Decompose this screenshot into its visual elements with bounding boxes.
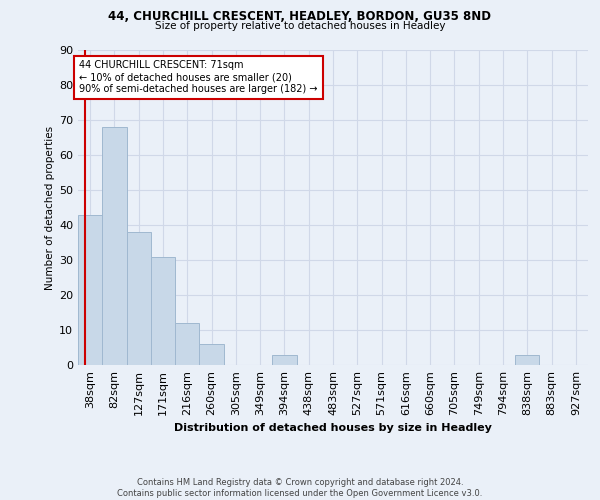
Bar <box>515 354 539 365</box>
Text: 44, CHURCHILL CRESCENT, HEADLEY, BORDON, GU35 8ND: 44, CHURCHILL CRESCENT, HEADLEY, BORDON,… <box>109 10 491 23</box>
Bar <box>127 232 151 365</box>
X-axis label: Distribution of detached houses by size in Headley: Distribution of detached houses by size … <box>174 424 492 434</box>
Y-axis label: Number of detached properties: Number of detached properties <box>45 126 55 290</box>
Bar <box>272 354 296 365</box>
Bar <box>175 323 199 365</box>
Bar <box>102 127 127 365</box>
Bar <box>78 214 102 365</box>
Text: Size of property relative to detached houses in Headley: Size of property relative to detached ho… <box>155 21 445 31</box>
Bar <box>151 256 175 365</box>
Bar <box>199 344 224 365</box>
Text: Contains HM Land Registry data © Crown copyright and database right 2024.
Contai: Contains HM Land Registry data © Crown c… <box>118 478 482 498</box>
Text: 44 CHURCHILL CRESCENT: 71sqm
← 10% of detached houses are smaller (20)
90% of se: 44 CHURCHILL CRESCENT: 71sqm ← 10% of de… <box>79 60 318 94</box>
